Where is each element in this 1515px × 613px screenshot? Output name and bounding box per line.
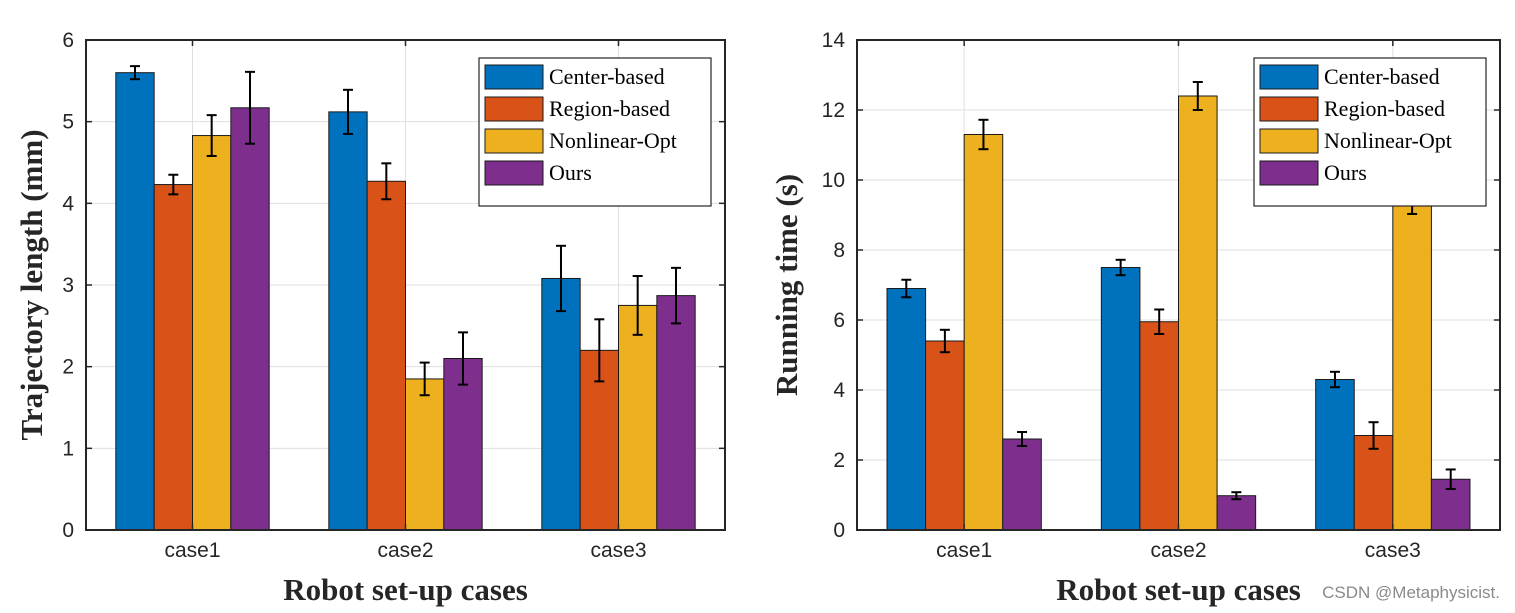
error-bar	[1368, 421, 1379, 450]
x-tick-label: case2	[1150, 539, 1206, 562]
bar-nonlinear-opt-case3	[1392, 204, 1432, 531]
bar-center-based-case2	[1100, 267, 1141, 531]
x-tick-label: case3	[590, 539, 646, 562]
trajectory-length-chart: 0 1 2 3 4 5 6 case1 case2 case3 Robot set-up cases…	[14, 29, 726, 607]
error-bar	[1231, 491, 1242, 501]
legend-label: Region-based	[1324, 96, 1445, 121]
error-bar	[245, 70, 256, 145]
error-bar	[129, 65, 140, 81]
x-tick-label: case2	[377, 539, 433, 562]
bar-ours-case1	[1002, 438, 1042, 531]
legend-label: Ours	[1324, 160, 1367, 185]
y-tick-label: 14	[822, 29, 846, 52]
error-bar	[1115, 258, 1126, 277]
bar-region-based-case1	[153, 184, 194, 531]
x-axis-title: Robot set-up cases	[283, 572, 528, 607]
legend: Center-based Region-based Nonlinear-Opt Our…	[1253, 57, 1487, 207]
legend-swatch	[484, 64, 544, 90]
legend-swatch	[484, 128, 544, 154]
error-bar	[939, 328, 950, 354]
bar-region-based-case1	[925, 340, 965, 531]
x-tick-label: case3	[1365, 539, 1421, 562]
bar-center-based-case3	[1315, 379, 1355, 531]
y-tick-label: 2	[62, 356, 74, 379]
x-tick-label: case1	[936, 539, 992, 562]
error-bar	[632, 275, 643, 336]
legend-swatch	[1259, 128, 1319, 154]
bar-ours-case1	[230, 107, 270, 531]
legend: Center-based Region-based Nonlinear-Opt Our…	[478, 57, 712, 207]
y-axis-title: Running time (s)	[769, 174, 804, 396]
error-bar	[1329, 370, 1340, 389]
y-tick-label: 3	[62, 274, 74, 297]
x-axis-title: Robot set-up cases	[1056, 572, 1301, 607]
y-tick-label: 1	[62, 437, 74, 460]
error-bar	[671, 266, 682, 325]
legend-swatch	[484, 96, 544, 122]
bar-center-based-case1	[115, 72, 155, 531]
y-tick-label: 4	[833, 379, 845, 402]
error-bar	[168, 173, 179, 196]
y-tick-label: 0	[62, 519, 74, 542]
bar-region-based-case2	[1139, 321, 1180, 531]
legend-swatch	[1259, 96, 1319, 122]
error-bar	[342, 88, 353, 135]
error-bar	[458, 331, 469, 386]
y-tick-label: 5	[62, 111, 74, 134]
error-bar	[381, 162, 392, 201]
error-bar	[978, 118, 989, 151]
error-bar	[1017, 431, 1028, 447]
error-bar	[1154, 308, 1165, 335]
y-axis-title: Trajectory length (mm)	[14, 129, 49, 440]
bar-nonlinear-opt-case1	[192, 135, 232, 531]
bar-ours-case2	[1216, 495, 1257, 531]
y-tick-label: 2	[833, 449, 845, 472]
error-bar	[594, 318, 605, 383]
legend-swatch	[484, 160, 544, 186]
bar-ours-case3	[656, 295, 696, 531]
legend-label: Center-based	[1324, 64, 1440, 89]
running-time-chart: 0 2 4 6 8 10 12 14 case1 case2 case3 Robot set-up c…	[769, 29, 1501, 607]
y-tick-label: 10	[822, 169, 845, 192]
y-tick-label: 6	[62, 29, 74, 52]
bar-center-based-case1	[886, 288, 927, 531]
error-bar	[1192, 81, 1203, 111]
legend-label: Ours	[549, 160, 592, 185]
legend-label: Nonlinear-Opt	[1324, 128, 1452, 153]
error-bar	[555, 244, 566, 313]
y-tick-label: 8	[833, 239, 845, 262]
error-bar	[206, 114, 217, 157]
bar-center-based-case2	[328, 111, 368, 531]
error-bar	[419, 361, 430, 397]
legend-swatch	[1259, 160, 1319, 186]
legend-label: Region-based	[549, 96, 670, 121]
legend-label: Nonlinear-Opt	[549, 128, 677, 153]
error-bar	[901, 278, 912, 299]
watermark: CSDN @Metaphysicist.	[1322, 583, 1500, 602]
bar-nonlinear-opt-case2	[405, 378, 445, 531]
bar-nonlinear-opt-case1	[963, 134, 1004, 531]
error-bar	[1445, 468, 1456, 491]
x-tick-label: case1	[164, 539, 220, 562]
bar-region-based-case2	[366, 180, 407, 531]
y-tick-label: 6	[833, 309, 845, 332]
bar-center-based-case3	[541, 277, 581, 531]
y-tick-label: 4	[62, 192, 74, 215]
bar-nonlinear-opt-case2	[1178, 95, 1218, 531]
bar-region-based-case3	[1353, 435, 1394, 531]
y-tick-label: 12	[822, 99, 845, 122]
legend-label: Center-based	[549, 64, 665, 89]
bar-nonlinear-opt-case3	[618, 304, 658, 531]
y-tick-label: 0	[833, 519, 845, 542]
bar-ours-case2	[443, 358, 483, 531]
legend-swatch	[1259, 64, 1319, 90]
